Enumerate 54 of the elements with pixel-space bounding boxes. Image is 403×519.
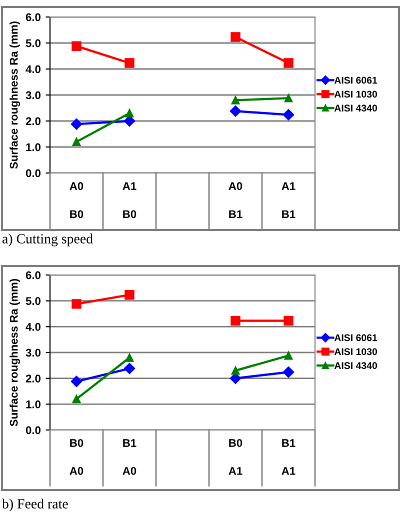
point (125, 354, 134, 362)
y-tick-label: 3.0 (26, 91, 41, 100)
point (124, 362, 136, 374)
point (284, 94, 293, 102)
point (70, 118, 82, 130)
category-label: A0 B0 (70, 182, 84, 218)
point (230, 106, 242, 117)
point (282, 366, 294, 378)
category-label: B1 A0 (122, 439, 136, 475)
legend-label: AISI 6061 (334, 334, 378, 342)
legend-label: AISI 6061 (334, 76, 378, 84)
text: a) Cutting speed (2, 234, 93, 246)
category-label: A1 B1 (282, 182, 296, 218)
y-tick-label: 6.0 (26, 271, 41, 280)
point (231, 96, 240, 104)
point (284, 58, 294, 68)
y-tick-label: 0.0 (26, 169, 41, 178)
point (124, 58, 134, 68)
point (284, 351, 293, 360)
y-tick-label: 3.0 (26, 348, 41, 357)
category-label: A1 B0 (122, 182, 136, 218)
y-tick-label: 6.0 (26, 13, 41, 22)
y-tick-label: 2.0 (26, 374, 41, 382)
y-tick-label: 2.0 (26, 117, 41, 126)
y-tick-label: 1.0 (26, 400, 41, 408)
point (282, 109, 294, 120)
point (125, 109, 134, 118)
point (72, 138, 81, 146)
legend-label: AISI 4340 (334, 362, 378, 370)
point (72, 394, 81, 404)
y-tick-label: 4.0 (26, 65, 41, 74)
y-axis-title: Surface roughness Ra (mm) (10, 21, 20, 169)
legend-label: AISI 4340 (334, 104, 378, 112)
point (124, 290, 134, 300)
y-tick-label: 1.0 (26, 143, 41, 152)
point (70, 376, 82, 388)
y-tick-label: 5.0 (26, 39, 41, 48)
point (284, 316, 294, 326)
point (72, 299, 82, 309)
text: b) Feed rate (2, 498, 68, 512)
category-label: B1 A1 (282, 439, 296, 475)
y-tick-label: 0.0 (26, 426, 41, 434)
category-label: B0 A0 (70, 439, 84, 475)
y-tick-label: 5.0 (26, 297, 41, 305)
y-axis-title: Surface roughness Ra (mm) (10, 278, 20, 426)
legend-label: AISI 1030 (334, 90, 378, 98)
legend-label: AISI 1030 (334, 348, 378, 356)
point (230, 32, 240, 42)
point (231, 366, 240, 375)
point (72, 41, 82, 51)
category-label: B0 A1 (228, 439, 242, 475)
category-label: A0 B1 (228, 182, 242, 218)
y-tick-label: 4.0 (26, 322, 41, 331)
point (230, 316, 240, 326)
